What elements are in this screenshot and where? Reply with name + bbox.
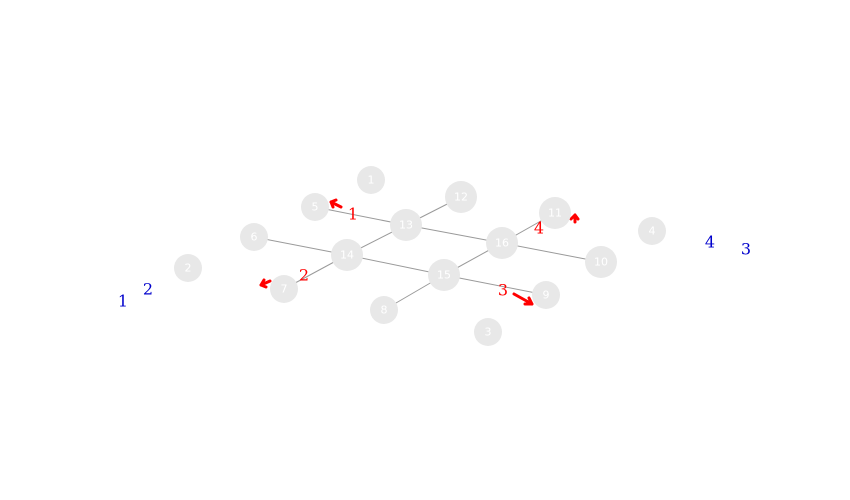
arrow-1-icon [329,198,343,209]
red-label-3: 3 [498,281,508,300]
node-circle [331,239,363,271]
node-3[interactable]: 3 [474,318,502,346]
node-9[interactable]: 9 [532,281,560,309]
node-label: 11 [548,207,562,220]
node-label: 12 [454,191,468,204]
blue-label-1: 1 [118,292,128,311]
node-circle [301,193,329,221]
node-circle [539,197,571,229]
node-13[interactable]: 13 [390,209,422,241]
node-circle [357,166,385,194]
node-label: 8 [381,304,388,317]
node-label: 5 [312,201,319,214]
node-label: 4 [649,225,656,238]
node-16[interactable]: 16 [486,227,518,259]
node-circle [532,281,560,309]
node-15[interactable]: 15 [428,259,460,291]
node-12[interactable]: 12 [445,181,477,213]
node-label: 15 [437,269,451,282]
blue-label-3: 3 [741,240,751,259]
node-label: 1 [368,174,375,187]
node-circle [428,259,460,291]
node-label: 3 [485,326,492,339]
edge-n14-n15 [346,254,445,276]
node-circle [390,209,422,241]
node-circle [240,223,268,251]
node-circle [474,318,502,346]
node-7[interactable]: 7 [270,275,298,303]
node-circle [270,275,298,303]
red-label-2: 2 [299,266,309,285]
arrows-layer [259,198,580,306]
node-1[interactable]: 1 [357,166,385,194]
node-circle [638,217,666,245]
node-label: 16 [495,237,509,250]
blue-label-4: 4 [705,233,715,252]
node-label: 14 [340,249,354,262]
node-label: 13 [399,219,413,232]
edge-n13-n16 [405,224,503,244]
node-circle [585,246,617,278]
node-10[interactable]: 10 [585,246,617,278]
node-label: 2 [185,262,192,275]
node-4[interactable]: 4 [638,217,666,245]
node-label: 10 [594,256,608,269]
blue-label-2: 2 [143,280,153,299]
node-6[interactable]: 6 [240,223,268,251]
node-11[interactable]: 11 [539,197,571,229]
red-label-4: 4 [534,219,544,238]
edge-n16-n10 [501,242,602,263]
arrow-3-icon [512,292,534,306]
node-circle [486,227,518,259]
node-circle [370,296,398,324]
node-label: 7 [281,283,288,296]
node-8[interactable]: 8 [370,296,398,324]
red-label-1: 1 [348,205,358,224]
node-14[interactable]: 14 [331,239,363,271]
node-2[interactable]: 2 [174,254,202,282]
arrow-2-icon [259,278,272,289]
arrow-4-icon [569,213,580,224]
edge-n15-n9 [443,274,547,296]
node-5[interactable]: 5 [301,193,329,221]
node-label: 6 [251,231,258,244]
node-circle [174,254,202,282]
node-label: 9 [543,289,550,302]
node-circle [445,181,477,213]
